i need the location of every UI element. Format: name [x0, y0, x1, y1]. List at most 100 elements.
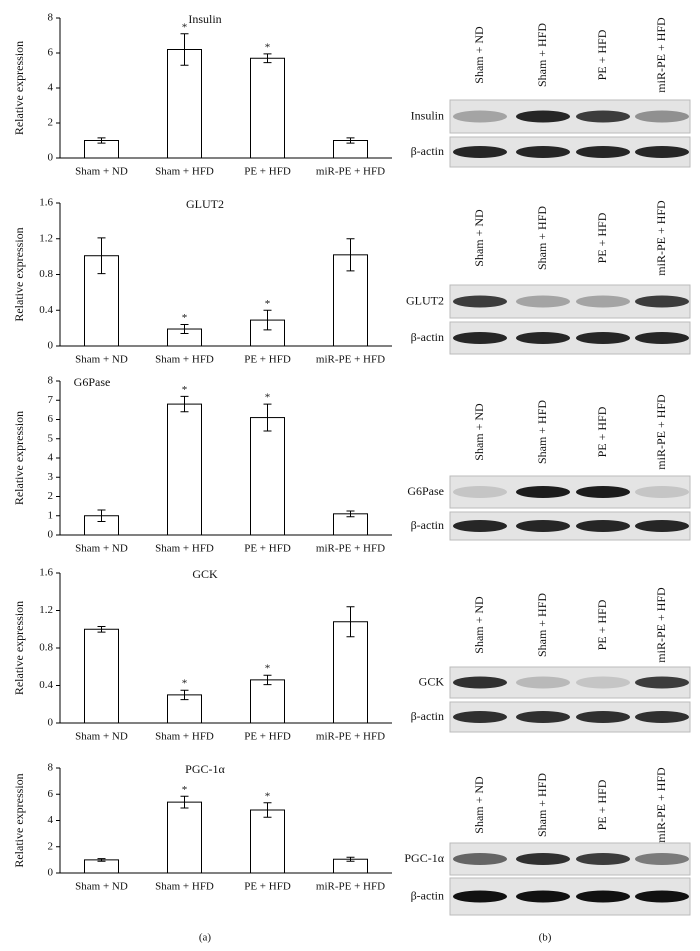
error-bar: [180, 795, 189, 809]
blot-band: [635, 486, 689, 498]
x-tick-label: Sham + HFD: [155, 166, 214, 178]
error-bar: [97, 858, 106, 862]
blot-band: [516, 295, 570, 308]
blot-band: [576, 676, 630, 689]
significance-mark: *: [182, 384, 188, 396]
x-tick-label: Sham + ND: [75, 354, 128, 366]
y-tick-label: 1.2: [39, 232, 53, 244]
error-bar: [263, 802, 272, 818]
y-axis-label: Relative expression: [12, 227, 26, 321]
error-bar: [346, 510, 355, 518]
blot-band: [516, 676, 570, 689]
y-tick-label: 8: [48, 762, 54, 774]
row-label: β-actin: [411, 888, 444, 902]
row-label: β-actin: [411, 330, 444, 344]
y-tick-label: 0.4: [39, 304, 53, 316]
x-tick-label: Sham + ND: [75, 543, 128, 555]
y-tick-label: 2: [48, 490, 54, 502]
blot-band: [635, 110, 689, 123]
y-tick-label: 5: [48, 432, 54, 444]
y-tick-label: 0.8: [39, 642, 53, 654]
lane-label: Sham + ND: [472, 403, 486, 461]
y-tick-label: 3: [48, 471, 54, 483]
lane-label: PE + HFD: [595, 779, 609, 830]
chart-title: GLUT2: [186, 197, 224, 211]
y-tick-label: 1.6: [39, 567, 53, 579]
lane-label: Sham + ND: [472, 209, 486, 267]
blot-band: [635, 332, 689, 344]
significance-mark: *: [265, 663, 271, 675]
y-tick-label: 0.4: [39, 679, 53, 691]
y-tick-label: 6: [48, 788, 54, 800]
blot-band: [516, 486, 570, 498]
x-tick-label: Sham + ND: [75, 731, 128, 743]
y-tick-label: 4: [48, 452, 54, 464]
significance-mark: *: [182, 784, 188, 796]
chart-title: GCK: [192, 567, 218, 581]
lane-label: PE + HFD: [595, 29, 609, 80]
chart-title: G6Pase: [74, 375, 111, 389]
row-label: PGC-1α: [404, 851, 444, 865]
significance-mark: *: [265, 298, 271, 310]
lane-label: Sham + ND: [472, 776, 486, 834]
blot-band: [516, 332, 570, 344]
blot-band: [516, 890, 570, 903]
blot-band: [576, 853, 630, 865]
blot-band: [576, 295, 630, 308]
blot-band: [516, 711, 570, 723]
lane-label: miR-PE + HFD: [654, 394, 668, 470]
x-tick-label: Sham + ND: [75, 881, 128, 893]
x-tick-label: miR-PE + HFD: [316, 731, 385, 743]
lane-label: Sham + HFD: [535, 773, 549, 837]
error-bar: [180, 33, 189, 66]
x-tick-label: Sham + ND: [75, 166, 128, 178]
blot-band: [453, 146, 507, 158]
lane-label: Sham + ND: [472, 26, 486, 84]
row-label: β-actin: [411, 709, 444, 723]
x-tick-label: PE + HFD: [244, 543, 291, 555]
x-tick-label: Sham + HFD: [155, 543, 214, 555]
bar: [84, 859, 119, 874]
lane-label: Sham + HFD: [535, 23, 549, 87]
y-axis-label: Relative expression: [12, 41, 26, 135]
blot-band: [453, 676, 507, 689]
blot-band: [453, 110, 507, 123]
error-bar: [346, 606, 355, 638]
lane-label: Sham + HFD: [535, 593, 549, 657]
y-tick-label: 0: [48, 152, 54, 164]
bar: [250, 417, 285, 536]
blot-band: [576, 711, 630, 723]
error-bar: [97, 237, 106, 275]
blot-band: [516, 146, 570, 158]
error-bar: [263, 309, 272, 331]
bar: [250, 809, 285, 874]
x-tick-label: miR-PE + HFD: [316, 166, 385, 178]
y-axis-label: Relative expression: [12, 411, 26, 505]
panel-label: (a): [199, 932, 212, 944]
lane-label: miR-PE + HFD: [654, 17, 668, 93]
y-tick-label: 1.2: [39, 604, 53, 616]
bar: [167, 49, 202, 159]
blot-band: [635, 853, 689, 865]
blot-band: [453, 711, 507, 723]
blot-band: [635, 520, 689, 532]
error-bar: [97, 625, 106, 633]
error-bar: [180, 689, 189, 701]
blot-band: [576, 890, 630, 903]
error-bar: [263, 674, 272, 686]
lane-label: miR-PE + HFD: [654, 767, 668, 843]
x-tick-label: miR-PE + HFD: [316, 881, 385, 893]
bar: [167, 403, 202, 536]
blot-band: [576, 520, 630, 532]
y-tick-label: 8: [48, 12, 54, 24]
x-tick-label: miR-PE + HFD: [316, 543, 385, 555]
bar: [250, 57, 285, 159]
lane-label: miR-PE + HFD: [654, 200, 668, 276]
chart-title: PGC-1α: [185, 762, 225, 776]
lane-label: Sham + HFD: [535, 400, 549, 464]
error-bar: [346, 238, 355, 272]
row-label: β-actin: [411, 144, 444, 158]
x-tick-label: Sham + HFD: [155, 881, 214, 893]
y-tick-label: 6: [48, 47, 54, 59]
